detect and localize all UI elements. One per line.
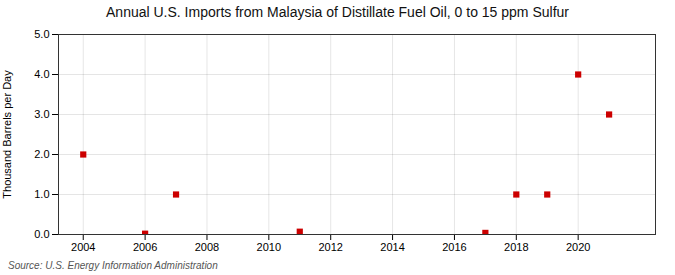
svg-text:2004: 2004 bbox=[71, 241, 95, 253]
svg-text:5.0: 5.0 bbox=[34, 28, 49, 40]
svg-text:2012: 2012 bbox=[318, 241, 342, 253]
svg-text:2016: 2016 bbox=[442, 241, 466, 253]
svg-text:1.0: 1.0 bbox=[34, 188, 49, 200]
svg-text:Thousand Barrels per Day: Thousand Barrels per Day bbox=[1, 70, 13, 199]
svg-text:4.0: 4.0 bbox=[34, 68, 49, 80]
svg-text:2010: 2010 bbox=[257, 241, 281, 253]
html-text:Annual U.S. Imports from Malay: Annual U.S. Imports from Malaysia of Dis… bbox=[106, 4, 569, 20]
svg-text:2014: 2014 bbox=[380, 241, 404, 253]
svg-text:0.0: 0.0 bbox=[34, 228, 49, 240]
svg-text:3.0: 3.0 bbox=[34, 108, 49, 120]
svg-text:2008: 2008 bbox=[195, 241, 219, 253]
svg-text:2018: 2018 bbox=[504, 241, 528, 253]
svg-text:2006: 2006 bbox=[133, 241, 157, 253]
html-text:Source: U.S. Energy Informatio: Source: U.S. Energy Information Administ… bbox=[8, 260, 218, 271]
svg-text:2020: 2020 bbox=[566, 241, 590, 253]
svg-text:2.0: 2.0 bbox=[34, 148, 49, 160]
